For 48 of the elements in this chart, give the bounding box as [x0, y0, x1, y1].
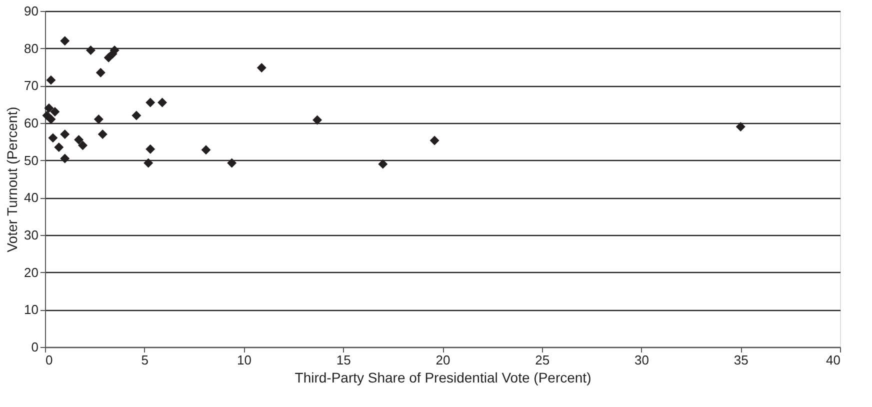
- point: [132, 110, 142, 120]
- point: [74, 135, 84, 145]
- x-tick-label: 30: [634, 352, 649, 368]
- point: [60, 36, 70, 46]
- x-tick-label: 0: [46, 352, 53, 368]
- point: [44, 103, 54, 113]
- point: [201, 145, 211, 155]
- x-axis-title: Third-Party Share of Presidential Vote (Percent): [294, 370, 592, 386]
- y-tick-label: 20: [24, 264, 38, 280]
- point: [94, 114, 104, 124]
- y-tick-label: 40: [24, 190, 38, 206]
- point: [378, 159, 388, 169]
- point: [48, 133, 58, 143]
- point: [146, 98, 156, 108]
- point: [312, 115, 322, 125]
- y-tick-label: 70: [24, 78, 38, 94]
- point: [78, 140, 88, 150]
- y-tick-label: 80: [24, 40, 38, 56]
- point: [60, 154, 70, 164]
- y-axis-title: Voter Turnout (Percent): [4, 106, 20, 252]
- point: [50, 107, 60, 117]
- point: [256, 63, 266, 72]
- point: [98, 129, 108, 139]
- x-tick-label: 20: [436, 352, 450, 368]
- y-tick-label: 0: [31, 340, 38, 354]
- point: [96, 68, 106, 78]
- x-tick-label: 10: [237, 352, 252, 368]
- point: [54, 142, 64, 152]
- x-tick-label: 5: [141, 352, 148, 368]
- x-tick-label: 40: [826, 352, 840, 368]
- y-tick-label: 30: [24, 228, 38, 242]
- x-tick-label: 35: [734, 352, 748, 368]
- point: [46, 114, 56, 124]
- x-tick-label: 15: [336, 352, 351, 368]
- point: [227, 158, 237, 168]
- point: [60, 129, 70, 139]
- y-tick-label: 50: [24, 152, 38, 168]
- point: [86, 45, 96, 55]
- point: [736, 122, 746, 132]
- point: [430, 136, 440, 146]
- x-tick-label: 25: [535, 352, 550, 368]
- point: [158, 98, 168, 108]
- point: [144, 158, 154, 168]
- y-tick-label: 90: [24, 4, 38, 18]
- point: [146, 144, 156, 154]
- y-tick-label: 10: [24, 302, 38, 318]
- y-tick-label: 60: [24, 116, 38, 130]
- point: [46, 75, 56, 85]
